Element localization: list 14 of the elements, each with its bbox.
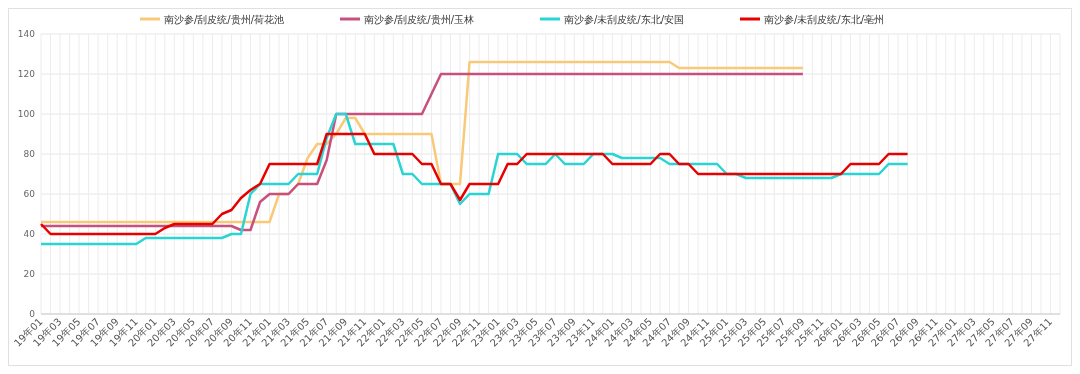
y-tick-label: 20 bbox=[23, 268, 36, 279]
legend-label: 南沙参/未刮皮统/东北/安国 bbox=[564, 13, 685, 25]
legend-label: 南沙参/刮皮统/贵州/玉林 bbox=[364, 13, 475, 25]
y-tick-label: 120 bbox=[17, 68, 36, 79]
y-tick-label: 40 bbox=[23, 228, 36, 239]
y-tick-label: 0 bbox=[29, 308, 36, 319]
y-tick-label: 100 bbox=[17, 108, 36, 119]
y-tick-label: 80 bbox=[23, 148, 36, 159]
line-series bbox=[39, 112, 909, 246]
legend-label: 南沙参/未刮皮统/东北/亳州 bbox=[764, 13, 885, 25]
line-series bbox=[39, 132, 909, 236]
y-tick-label: 60 bbox=[23, 188, 36, 199]
y-tick-label: 140 bbox=[17, 28, 36, 39]
legend-label: 南沙参/刮皮统/贵州/荷花池 bbox=[164, 13, 285, 25]
